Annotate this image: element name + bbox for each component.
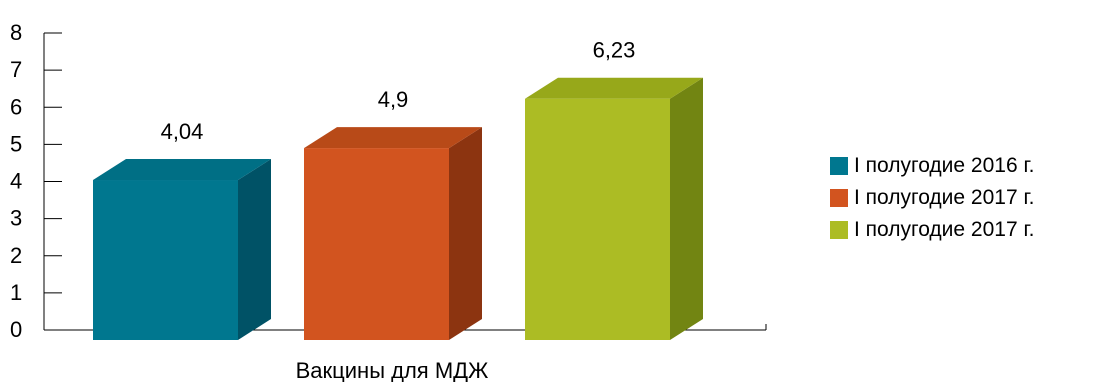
y-tick-label: 1	[10, 280, 22, 305]
y-tick-label: 4	[10, 169, 22, 194]
x-category-label: Вакцины для МДЖ	[296, 358, 489, 382]
y-tick-label: 0	[10, 317, 22, 342]
y-tick-label: 6	[10, 94, 22, 119]
bar-side	[238, 159, 271, 340]
y-tick-label: 5	[10, 131, 22, 156]
bar	[304, 148, 449, 340]
bars	[93, 77, 703, 341]
legend-label: I полугодие 2016 г.	[854, 154, 1035, 177]
bar-side	[670, 77, 703, 341]
y-tick-label: 2	[10, 243, 22, 268]
legend-item: I полугодие 2017 г.	[830, 214, 1034, 246]
bar	[93, 180, 238, 340]
legend-swatch	[830, 189, 848, 207]
y-tick-label: 7	[10, 57, 22, 82]
data-label: 6,23	[593, 38, 636, 63]
legend-item: I полугодие 2017 г.	[830, 182, 1034, 214]
legend-item: I полугодие 2016 г.	[830, 150, 1034, 182]
y-tick-label: 8	[10, 20, 22, 45]
data-label: 4,9	[378, 87, 409, 112]
data-label: 4,04	[161, 119, 204, 144]
bar-top	[93, 159, 271, 181]
bar-top	[304, 127, 482, 149]
legend: I полугодие 2016 г. I полугодие 2017 г. …	[830, 150, 1034, 246]
legend-label: I полугодие 2017 г.	[854, 186, 1035, 209]
bar-top	[525, 77, 703, 99]
legend-swatch	[830, 221, 848, 239]
labels: 0 1 2 3 4 5 6 7 8 4,04 4,9 6,23 Вакцины для МДЖ	[10, 20, 635, 382]
bar-side	[449, 127, 482, 341]
legend-label: I полугодие 2017 г.	[854, 218, 1035, 241]
bar	[525, 98, 670, 341]
legend-swatch	[830, 157, 848, 175]
y-tick-label: 3	[10, 206, 22, 231]
